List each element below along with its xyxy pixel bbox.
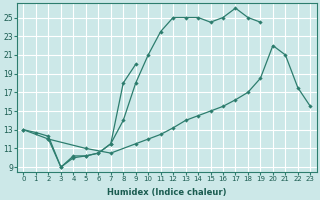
X-axis label: Humidex (Indice chaleur): Humidex (Indice chaleur) — [107, 188, 227, 197]
